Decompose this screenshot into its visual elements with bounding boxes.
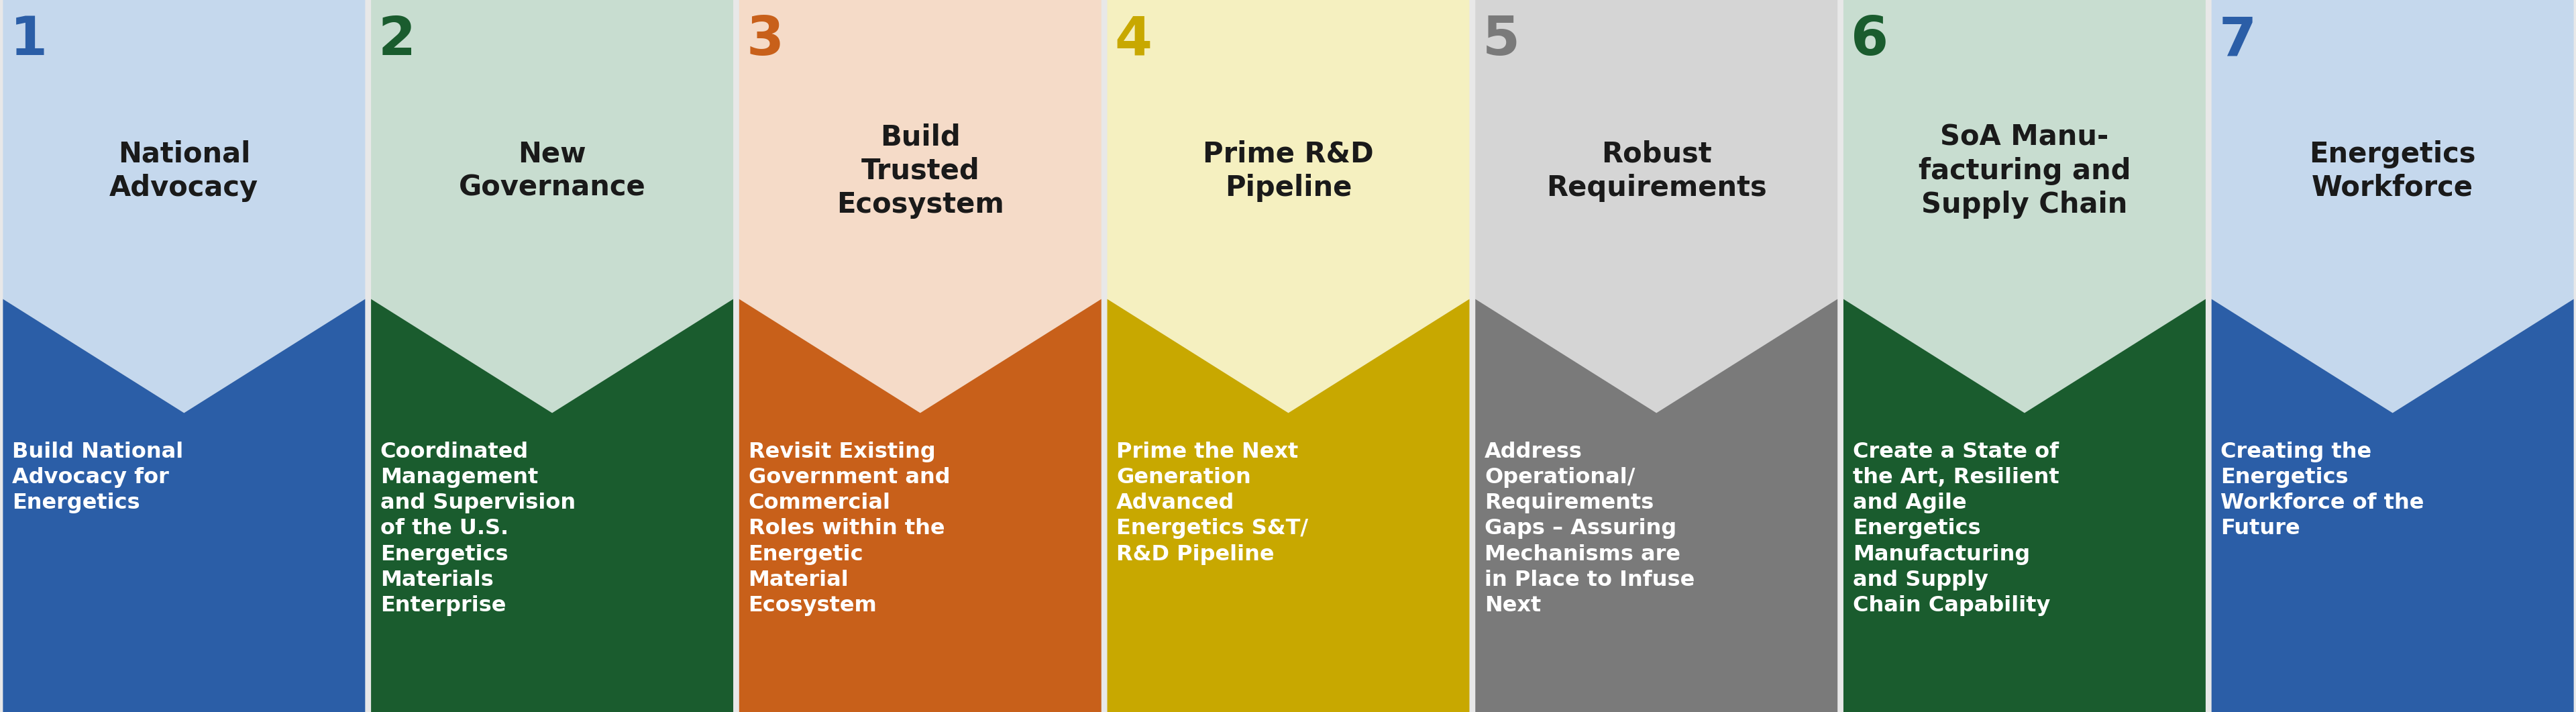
Polygon shape — [739, 299, 1100, 712]
Text: Robust
Requirements: Robust Requirements — [1546, 140, 1767, 201]
Text: Create a State of
the Art, Resilient
and Agile
Energetics
Manufacturing
and Supp: Create a State of the Art, Resilient and… — [1852, 441, 2058, 616]
Polygon shape — [1108, 0, 1468, 413]
Polygon shape — [1842, 0, 2205, 413]
Text: Revisit Existing
Government and
Commercial
Roles within the
Energetic
Material
E: Revisit Existing Government and Commerci… — [747, 441, 951, 616]
Text: 4: 4 — [1115, 14, 1151, 67]
Text: 7: 7 — [2218, 14, 2257, 67]
Text: New
Governance: New Governance — [459, 140, 647, 201]
Polygon shape — [1842, 299, 2205, 712]
Text: 3: 3 — [747, 14, 783, 67]
Text: Build National
Advocacy for
Energetics: Build National Advocacy for Energetics — [13, 441, 183, 513]
Polygon shape — [371, 0, 734, 413]
Text: Prime the Next
Generation
Advanced
Energetics S&T/
R&D Pipeline: Prime the Next Generation Advanced Energ… — [1115, 441, 1309, 565]
Polygon shape — [1108, 299, 1468, 712]
Text: 5: 5 — [1481, 14, 1520, 67]
Text: 1: 1 — [10, 14, 49, 67]
Text: Energetics
Workforce: Energetics Workforce — [2308, 140, 2476, 201]
Polygon shape — [1476, 0, 1837, 413]
Text: Prime R&D
Pipeline: Prime R&D Pipeline — [1203, 140, 1373, 201]
Polygon shape — [3, 299, 366, 712]
Text: Address
Operational/
Requirements
Gaps – Assuring
Mechanisms are
in Place to Inf: Address Operational/ Requirements Gaps –… — [1484, 441, 1695, 616]
Polygon shape — [371, 299, 734, 712]
Text: National
Advocacy: National Advocacy — [111, 140, 258, 201]
Polygon shape — [1476, 299, 1837, 712]
Polygon shape — [2210, 299, 2573, 712]
Text: Creating the
Energetics
Workforce of the
Future: Creating the Energetics Workforce of the… — [2221, 441, 2424, 539]
Polygon shape — [2210, 0, 2573, 413]
Polygon shape — [3, 0, 366, 413]
Text: SoA Manu-
facturing and
Supply Chain: SoA Manu- facturing and Supply Chain — [1919, 123, 2130, 219]
Polygon shape — [739, 0, 1100, 413]
Text: 6: 6 — [1850, 14, 1888, 67]
Text: Build
Trusted
Ecosystem: Build Trusted Ecosystem — [837, 123, 1005, 219]
Text: Coordinated
Management
and Supervision
of the U.S.
Energetics
Materials
Enterpri: Coordinated Management and Supervision o… — [381, 441, 574, 616]
Text: 2: 2 — [379, 14, 415, 67]
